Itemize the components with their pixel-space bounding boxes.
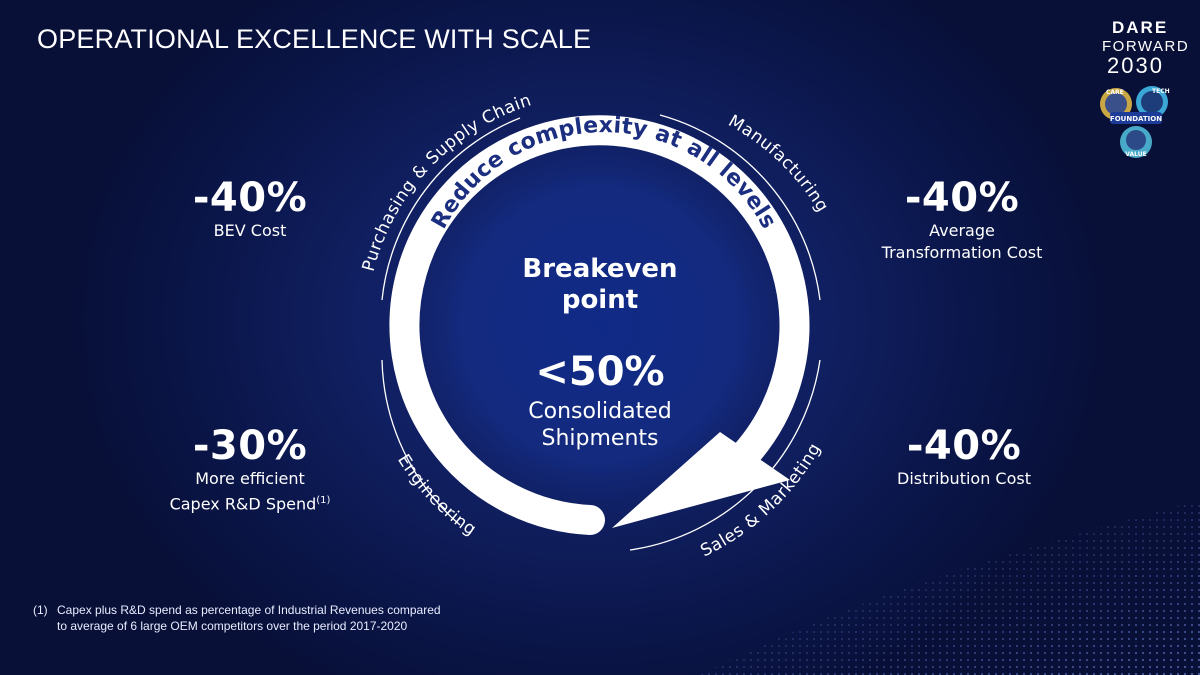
footnote: (1) Capex plus R&D spend as percentage of… xyxy=(33,602,441,634)
stat-transformation-cost: -40% Average Transformation Cost xyxy=(848,176,1076,264)
stat-transformation-cost-label2: Transformation Cost xyxy=(881,243,1043,262)
stat-capex-rd-label1: More efficient xyxy=(195,469,305,488)
footnote-ref: (1) xyxy=(316,495,331,506)
cycle-arrow-head xyxy=(612,432,790,528)
footnote-line2: to average of 6 large OEM competitors ov… xyxy=(57,619,408,633)
center-sub-line1: Consolidated xyxy=(528,399,672,424)
stat-capex-rd-label2: Capex R&D Spend(1) xyxy=(140,490,360,515)
badge-value-text: VALUE xyxy=(1125,151,1146,158)
center-value: <50% xyxy=(535,349,665,395)
stat-capex-rd: -30% More efficient Capex R&D Spend(1) xyxy=(140,424,360,515)
stat-capex-rd-label2-text: Capex R&D Spend xyxy=(169,494,317,514)
footnote-number: (1) xyxy=(33,603,48,617)
stat-bev-cost-label: BEV Cost xyxy=(213,221,287,240)
center-title: Breakeven point xyxy=(480,254,720,316)
logo-dare-text: DARE xyxy=(1112,18,1169,37)
stat-transformation-cost-label1: Average xyxy=(929,221,995,240)
stat-capex-rd-value: -30% xyxy=(192,423,308,469)
stat-bev-cost: -40% BEV Cost xyxy=(150,176,350,242)
stat-distribution-cost: -40% Distribution Cost xyxy=(860,424,1068,490)
stat-transformation-cost-value: -40% xyxy=(904,175,1020,221)
badge-foundation-text: FOUNDATION xyxy=(1110,115,1162,123)
page-title: OPERATIONAL EXCELLENCE WITH SCALE xyxy=(37,24,592,54)
cycle-arrow-ring xyxy=(389,115,810,535)
footnote-line1: (1) Capex plus R&D spend as percentage of… xyxy=(33,602,441,618)
badge-tech-text: TECH xyxy=(1152,88,1170,95)
logo-forward-text: FORWARD xyxy=(1102,38,1190,55)
stat-distribution-cost-value: -40% xyxy=(906,423,1022,469)
pillars-badge-icon: FOUNDATION CARE TECH VALUE xyxy=(1100,86,1170,158)
center-subtitle: Consolidated Shipments xyxy=(470,398,730,452)
stat-distribution-cost-label: Distribution Cost xyxy=(897,469,1031,488)
badge-care-text: CARE xyxy=(1106,89,1124,96)
logo-year-text: 2030 xyxy=(1107,53,1164,78)
stat-bev-cost-value: -40% xyxy=(192,175,308,221)
separator-arc-top-right xyxy=(659,114,821,301)
center-title-line2: point xyxy=(561,285,639,315)
footnote-line1-text: Capex plus R&D spend as percentage of In… xyxy=(57,603,441,617)
center-sub-line2: Shipments xyxy=(541,426,659,451)
center-title-line1: Breakeven xyxy=(522,254,678,284)
separator-arc-bottom-left xyxy=(381,359,461,526)
separator-arc-top-left xyxy=(381,117,521,301)
